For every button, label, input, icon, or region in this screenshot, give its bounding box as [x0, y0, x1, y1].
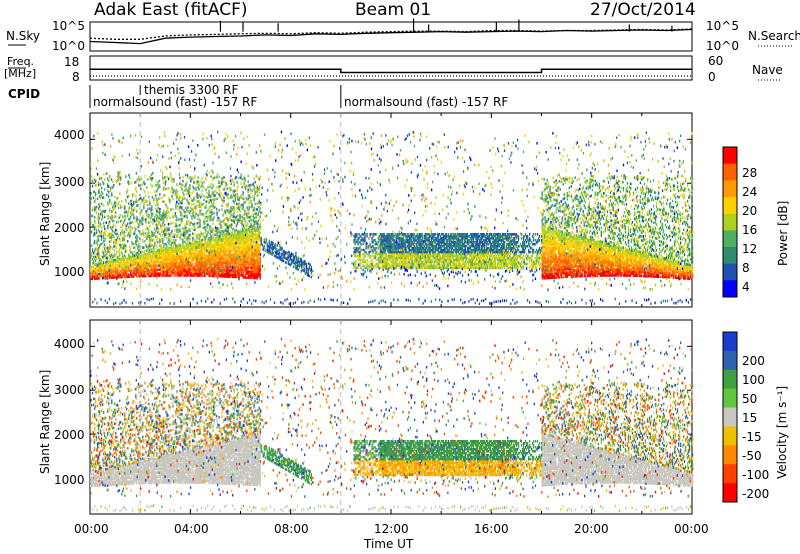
velocity-colorbar-swatch — [723, 370, 737, 389]
power-colorbar-swatch — [723, 197, 737, 214]
power-colorbar-swatch — [723, 280, 737, 297]
velocity-colorbar-swatch — [723, 483, 737, 502]
power-colorbar-swatch — [723, 164, 737, 181]
power-colorbar-swatch — [723, 230, 737, 247]
velocity-scatter — [90, 338, 693, 513]
velocity-colorbar-swatch — [723, 332, 737, 351]
velocity-colorbar-swatch — [723, 389, 737, 408]
velocity-colorbar-swatch — [723, 426, 737, 445]
freq-trace — [90, 69, 692, 72]
velocity-colorbar-swatch — [723, 351, 737, 370]
power-colorbar-swatch — [723, 264, 737, 281]
power-colorbar-swatch — [723, 214, 737, 231]
power-colorbar-swatch — [723, 247, 737, 264]
radar-plot-canvas — [0, 0, 800, 554]
power-colorbar-swatch — [723, 147, 737, 164]
power-colorbar-swatch — [723, 180, 737, 197]
velocity-colorbar-swatch — [723, 464, 737, 483]
power-scatter — [90, 131, 693, 306]
velocity-colorbar-swatch — [723, 445, 737, 464]
noise-panel-frame — [90, 22, 692, 51]
velocity-colorbar-swatch — [723, 408, 737, 427]
